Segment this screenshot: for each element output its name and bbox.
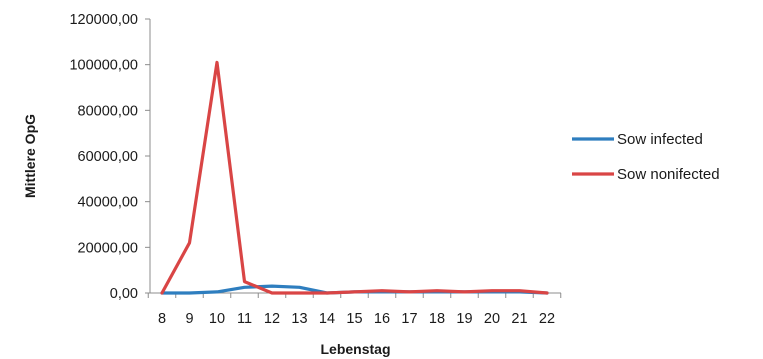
y-tick-label: 100000,00 bbox=[69, 58, 138, 74]
series-line-sow-nonifected bbox=[160, 60, 549, 295]
x-axis-ticks: 8 9 10 11 12 13 14 15 16 17 18 19 20 21 22 bbox=[147, 293, 562, 327]
x-tick-label: 9 bbox=[185, 311, 193, 327]
y-tick-label: 60000,00 bbox=[78, 149, 138, 165]
x-tick-label: 11 bbox=[237, 311, 252, 327]
y-tick-label: 0,00 bbox=[110, 286, 138, 302]
x-tick-label: 15 bbox=[346, 311, 362, 327]
x-tick-label: 18 bbox=[429, 311, 445, 327]
legend-label: Sow infected bbox=[617, 131, 703, 148]
x-tick-label: 19 bbox=[456, 311, 472, 327]
x-tick-label: 14 bbox=[319, 311, 335, 327]
y-tick-label: 40000,00 bbox=[78, 195, 138, 211]
legend-label: Sow nonifected bbox=[617, 166, 720, 183]
x-tick-label: 10 bbox=[209, 311, 225, 327]
x-tick-label: 8 bbox=[158, 311, 166, 327]
y-tick-label: 20000,00 bbox=[78, 240, 138, 256]
y-tick-label: 80000,00 bbox=[78, 103, 138, 119]
y-axis-ticks: 0,00 20000,00 40000,00 60000,00 80000,00 1000… bbox=[69, 12, 150, 302]
x-tick-label: 12 bbox=[264, 311, 280, 327]
y-axis-title: Mittlere OpG bbox=[22, 114, 38, 198]
x-tick-label: 22 bbox=[539, 311, 555, 327]
x-tick-label: 20 bbox=[484, 311, 500, 327]
x-tick-label: 21 bbox=[511, 311, 527, 327]
x-axis-title: Lebenstag bbox=[320, 341, 390, 357]
x-tick-label: 13 bbox=[291, 311, 307, 327]
legend: Sow infected Sow nonifected bbox=[572, 131, 720, 183]
x-tick-label: 17 bbox=[401, 311, 417, 327]
y-tick-label: 120000,00 bbox=[69, 12, 138, 28]
series-layer bbox=[160, 60, 549, 295]
x-tick-label: 16 bbox=[374, 311, 390, 327]
